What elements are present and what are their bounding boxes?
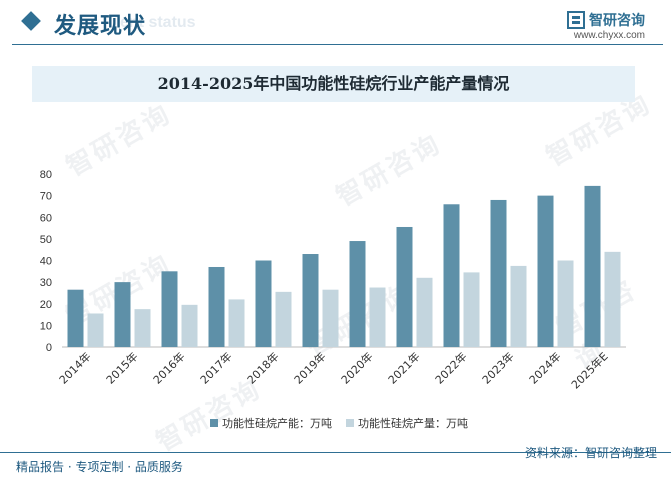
brand: 智研咨询 [567,10,645,30]
capacity-bar [302,254,319,347]
output-bar [134,309,151,347]
brand-url: www.chyxx.com [573,30,645,41]
output-bar [275,291,292,347]
x-tick-label: 2016年 [150,349,187,386]
x-tick-label: 2017年 [197,349,234,386]
y-tick-label: 70 [40,191,52,203]
output-bar [463,272,480,347]
x-tick-label: 2014年 [56,349,93,386]
output-bar [87,313,104,347]
brand-name: 智研咨询 [589,13,645,29]
x-tick-label: 2018年 [244,349,281,386]
x-tick-label: 2025年E [568,349,610,391]
output-bar [416,277,433,347]
legend-swatch-output [346,419,354,427]
output-bar [604,251,621,347]
capacity-bar [208,266,225,347]
capacity-bar [490,199,507,347]
x-tick-label: 2023年 [479,349,516,386]
section-title: 发展现状 [54,14,147,39]
chart-title: 2014-2025年中国功能性硅烷行业产能产量情况 [157,74,510,93]
y-tick-label: 0 [46,342,52,354]
x-tick-label: 2020年 [338,349,375,386]
output-bar [557,260,574,347]
x-tick-label: 2019年 [291,349,328,386]
output-bar [181,304,198,347]
legend-label-capacity: 功能性硅烷产能：万吨 [222,416,332,430]
x-tick-label: 2024年 [526,349,563,386]
capacity-bar [349,241,366,347]
capacity-bar [67,289,84,347]
output-bar [228,299,245,347]
output-bar [369,287,386,347]
footer-divider [0,452,671,453]
page-header: ent status 发展现状 智研咨询 www.chyxx.com [0,0,671,48]
footer-tagline: 精品报告 · 专项定制 · 品质服务 [16,460,183,474]
header-divider [12,44,663,45]
source-note: 资料来源：智研咨询整理 [524,446,657,460]
legend-label-output: 功能性硅烷产量：万吨 [358,416,468,430]
output-bar [322,289,339,347]
capacity-bar [537,195,554,347]
legend-swatch-capacity [210,419,218,427]
y-tick-label: 40 [40,256,52,268]
y-tick-label: 80 [40,169,52,181]
output-bar [510,265,527,347]
capacity-bar [396,226,413,347]
brand-logo-icon [567,11,585,29]
capacity-bar [255,260,272,347]
y-tick-label: 50 [40,234,52,246]
section-subtitle: ent status [120,14,196,31]
x-tick-label: 2015年 [103,349,140,386]
capacity-bar [114,282,131,347]
y-tick-label: 60 [40,212,52,224]
capacity-bar [443,204,460,347]
x-tick-label: 2021年 [385,349,422,386]
y-tick-label: 10 [40,320,52,332]
x-tick-label: 2022年 [432,349,469,386]
chart-title-band: 2014-2025年中国功能性硅烷行业产能产量情况 [32,66,635,102]
y-tick-label: 20 [40,299,52,311]
capacity-bar [584,185,601,347]
y-tick-label: 30 [40,277,52,289]
capacity-bar [161,271,178,347]
